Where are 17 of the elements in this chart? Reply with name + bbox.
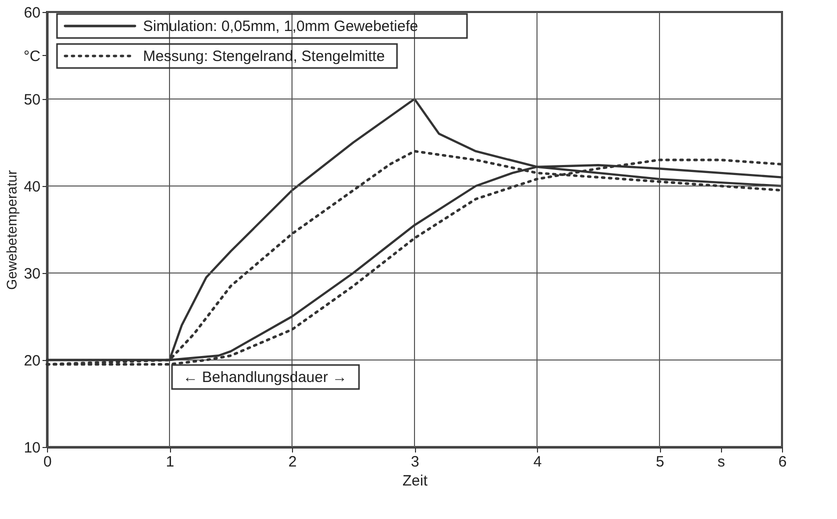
y-tick-label: 50 xyxy=(24,92,40,108)
y-tick-label: 40 xyxy=(24,178,40,196)
x-tick-label: 0 xyxy=(43,454,52,470)
x-tick-label: 4 xyxy=(533,454,542,470)
x-tick-label: 2 xyxy=(288,454,297,470)
x-tick-label: 5 xyxy=(656,454,664,470)
y-tick-label: 20 xyxy=(24,352,40,370)
x-tick-label: 1 xyxy=(166,454,174,470)
x-tick-label: 6 xyxy=(778,454,787,470)
x-tick-label: 3 xyxy=(410,454,420,470)
y-axis-title: Gewebetemperatur xyxy=(4,170,20,290)
x-axis-title: Zeit xyxy=(402,472,428,490)
x-tick-label: s xyxy=(718,454,725,470)
y-tick-label: °C xyxy=(24,48,41,65)
y-tick-label: 30 xyxy=(24,266,40,282)
y-tick-label: 10 xyxy=(24,440,40,456)
y-tick-label: 60 xyxy=(24,4,40,22)
